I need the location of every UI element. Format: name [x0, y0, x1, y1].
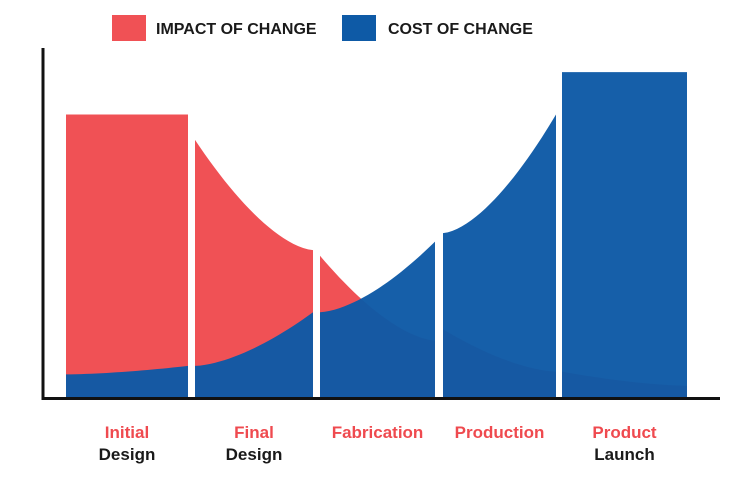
category-label-4: Production [455, 423, 545, 442]
legend-label-impact: IMPACT OF CHANGE [156, 21, 317, 38]
cost-area-4 [443, 114, 556, 397]
category-label-1: Initial [105, 423, 149, 442]
category-sublabel-5: Launch [594, 445, 654, 464]
legend-swatch-impact [112, 15, 146, 41]
legend-label-cost: COST OF CHANGE [388, 21, 533, 38]
category-sublabel-2: Design [226, 445, 283, 464]
category-label-2: Final [234, 423, 274, 442]
cost-area-2 [195, 312, 313, 397]
cost-area-3 [320, 241, 435, 397]
category-sublabel-1: Design [99, 445, 156, 464]
plot-area [66, 72, 687, 397]
category-labels: Initial Design Final Design Fabrication Produ… [99, 423, 657, 464]
cost-area-1 [66, 365, 188, 397]
category-label-3: Fabrication [332, 423, 424, 442]
legend: IMPACT OF CHANGE COST OF CHANGE [112, 15, 533, 41]
legend-swatch-cost [342, 15, 376, 41]
impact-area-1 [66, 114, 188, 397]
cost-area-5 [562, 72, 687, 397]
category-label-5: Product [592, 423, 657, 442]
